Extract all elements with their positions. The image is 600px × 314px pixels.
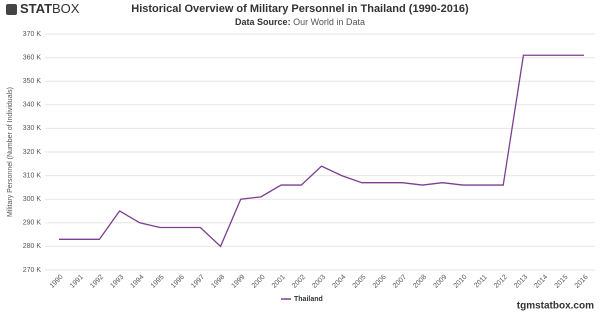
x-tick-label: 1990 bbox=[49, 274, 65, 290]
x-tick-label: 1997 bbox=[190, 274, 206, 290]
x-tick-label: 2009 bbox=[432, 274, 448, 290]
x-tick-label: 1998 bbox=[210, 274, 226, 290]
x-tick-label: 2006 bbox=[372, 274, 388, 290]
y-tick-label: 360 K bbox=[23, 54, 42, 61]
x-tick-label: 1991 bbox=[69, 274, 85, 290]
x-tick-label: 2014 bbox=[533, 274, 549, 290]
x-tick-label: 1996 bbox=[170, 274, 186, 290]
data-line bbox=[59, 54, 584, 248]
y-tick-label: 270 K bbox=[23, 267, 42, 274]
chart-subtitle: Data Source: Our World in Data bbox=[235, 17, 365, 27]
x-tick-label: 2007 bbox=[392, 274, 408, 290]
y-axis-label: Military Personnel (Number of Individual… bbox=[7, 87, 14, 217]
x-tick-label: 2000 bbox=[251, 274, 267, 290]
x-tick-label: 2010 bbox=[453, 274, 469, 290]
x-tick-label: 2002 bbox=[291, 274, 307, 290]
y-tick-label: 310 K bbox=[23, 172, 42, 179]
x-tick-label: 2001 bbox=[271, 274, 287, 290]
logo-bold: STAT bbox=[20, 1, 52, 16]
x-tick-label: 2008 bbox=[412, 274, 428, 290]
y-tick-label: 320 K bbox=[23, 149, 42, 156]
x-tick-label: 2004 bbox=[331, 274, 347, 290]
x-tick-label: 1993 bbox=[109, 274, 125, 290]
x-tick-label: 1992 bbox=[89, 274, 105, 290]
logo: STATBOX bbox=[20, 1, 80, 16]
x-tick-label: 1994 bbox=[130, 274, 146, 290]
legend-label: Thailand bbox=[294, 296, 323, 303]
logo-icon bbox=[6, 4, 17, 15]
x-tick-label: 2005 bbox=[352, 274, 368, 290]
footer: tgmstatbox.com bbox=[517, 301, 594, 312]
y-tick-label: 330 K bbox=[23, 125, 42, 132]
x-tick-label: 2012 bbox=[493, 274, 509, 290]
subtitle-label: Data Source: bbox=[235, 17, 291, 27]
y-tick-label: 280 K bbox=[23, 243, 42, 250]
y-tick-label: 290 K bbox=[23, 220, 42, 227]
subtitle-source: Our World in Data bbox=[293, 17, 365, 27]
y-tick-label: 350 K bbox=[23, 78, 42, 85]
x-tick-label: 2003 bbox=[311, 274, 327, 290]
y-tick-label: 340 K bbox=[23, 102, 42, 109]
x-tick-label: 1999 bbox=[230, 274, 246, 290]
y-tick-label: 300 K bbox=[23, 196, 42, 203]
logo-light: BOX bbox=[52, 1, 80, 16]
x-tick-label: 2011 bbox=[473, 274, 489, 290]
x-tick-label: 2016 bbox=[574, 274, 590, 290]
x-tick-label: 2015 bbox=[554, 274, 570, 290]
chart-title: Historical Overview of Military Personne… bbox=[131, 3, 469, 15]
x-tick-label: 2013 bbox=[513, 274, 529, 290]
y-tick-label: 370 K bbox=[23, 31, 42, 38]
x-tick-label: 1995 bbox=[150, 274, 166, 290]
